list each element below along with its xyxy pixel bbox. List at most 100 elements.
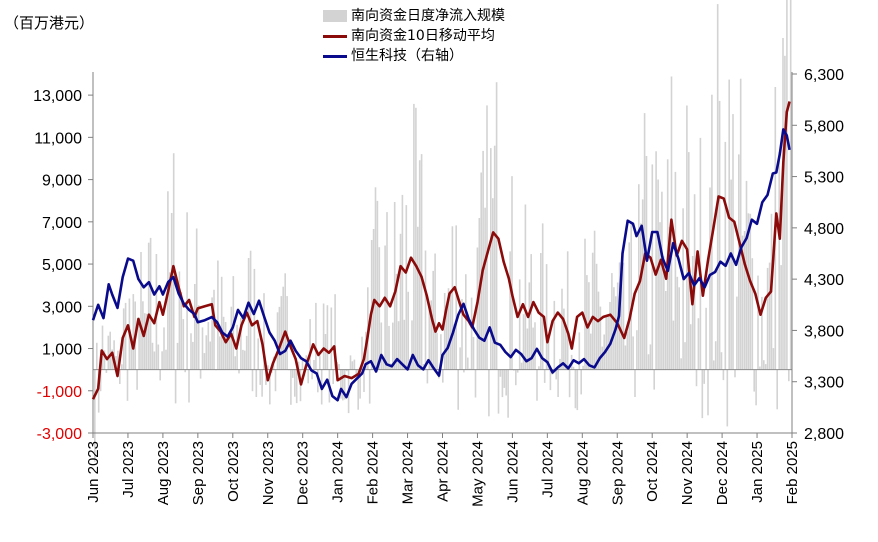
daily-inflow-bar — [720, 352, 723, 370]
daily-inflow-bars — [94, 0, 792, 462]
daily-inflow-bar — [772, 348, 775, 370]
daily-inflow-bar — [418, 160, 421, 370]
daily-inflow-bar — [159, 369, 161, 381]
daily-inflow-bar — [678, 287, 680, 370]
daily-inflow-bar — [395, 273, 398, 370]
legend-swatch-bar — [323, 10, 347, 22]
daily-inflow-bar — [338, 364, 340, 370]
x-tick-label: Jul 2023 — [120, 441, 137, 498]
daily-inflow-bar — [382, 358, 384, 370]
x-tick-label: Jan 2024 — [330, 441, 347, 503]
daily-inflow-bar — [392, 322, 394, 370]
daily-inflow-bar — [384, 245, 386, 370]
daily-inflow-bar — [482, 150, 484, 370]
daily-inflow-bar — [147, 242, 150, 370]
x-tick-label: Nov 2023 — [260, 441, 277, 505]
x-tick-label: Feb 2025 — [784, 441, 801, 504]
x-tick-label: Oct 2023 — [225, 441, 242, 502]
daily-inflow-bar — [768, 262, 771, 370]
daily-inflow-bar — [764, 364, 767, 370]
daily-inflow-bar — [755, 369, 757, 406]
daily-inflow-bar — [413, 103, 415, 370]
daily-inflow-bar — [280, 296, 283, 370]
x-tick-label: Dec 2023 — [295, 441, 312, 505]
daily-inflow-bar — [728, 79, 730, 370]
x-tick-label: Nov 2024 — [679, 441, 696, 505]
daily-inflow-bar — [676, 276, 679, 370]
daily-inflow-bar — [428, 304, 431, 370]
daily-inflow-bar — [126, 369, 129, 401]
daily-inflow-bar — [174, 369, 177, 404]
daily-inflow-bar — [709, 187, 711, 370]
right-tick-label: 5,800 — [804, 118, 844, 135]
daily-inflow-bar — [649, 344, 652, 370]
hstech-line — [91, 128, 791, 402]
x-tick-label: May 2024 — [469, 441, 486, 507]
left-tick-label: 11,000 — [34, 130, 82, 147]
daily-inflow-bar — [495, 82, 498, 370]
right-tick-label: 6,300 — [804, 67, 844, 84]
daily-inflow-bar — [492, 198, 494, 370]
daily-inflow-bar — [295, 369, 298, 404]
daily-inflow-bar — [534, 322, 536, 370]
daily-inflow-bar — [451, 226, 454, 370]
daily-inflow-bar — [226, 338, 229, 370]
daily-inflow-bar — [330, 307, 333, 370]
daily-inflow-bar — [522, 314, 525, 370]
daily-inflow-bar — [238, 369, 240, 374]
daily-inflow-bar — [132, 294, 135, 370]
daily-inflow-bar — [684, 342, 686, 370]
daily-inflow-bar — [361, 336, 363, 370]
daily-inflow-bar — [766, 267, 769, 370]
daily-inflow-bar — [732, 114, 734, 370]
daily-inflow-bar — [459, 347, 461, 370]
daily-inflow-bar — [630, 222, 632, 370]
daily-inflow-bar — [240, 318, 242, 370]
daily-inflow-bar — [359, 369, 361, 399]
legend-item-daily-inflow: 南向资金日度净流入规模 — [323, 6, 505, 26]
daily-inflow-bar — [374, 187, 377, 370]
daily-inflow-bar — [509, 251, 511, 370]
daily-inflow-bar — [301, 359, 304, 370]
daily-inflow-bar — [722, 369, 725, 381]
daily-inflow-bar — [505, 369, 507, 396]
daily-inflow-bar — [595, 263, 598, 370]
daily-inflow-bar — [269, 369, 271, 405]
daily-inflow-bar — [532, 327, 534, 370]
daily-inflow-bar — [641, 199, 644, 370]
daily-inflow-bar — [140, 252, 142, 370]
daily-inflow-bar — [267, 365, 269, 370]
daily-inflow-bar — [713, 360, 715, 370]
x-tick-label: Jun 2024 — [504, 441, 521, 503]
daily-inflow-bar — [255, 369, 258, 397]
daily-inflow-bar — [265, 369, 267, 385]
daily-inflow-bar — [228, 337, 231, 370]
daily-inflow-bar — [563, 308, 565, 370]
daily-inflow-bar — [540, 253, 542, 370]
daily-inflow-bar — [465, 274, 467, 370]
daily-inflow-bar — [447, 288, 450, 370]
daily-inflow-bar — [203, 353, 206, 370]
daily-inflow-bar — [543, 369, 546, 383]
daily-inflow-bar — [536, 369, 538, 401]
daily-inflow-bar — [743, 231, 746, 370]
daily-inflow-bar — [103, 350, 106, 370]
daily-inflow-bar — [486, 105, 488, 370]
daily-inflow-bar — [759, 366, 761, 370]
daily-inflow-bar — [94, 369, 96, 462]
daily-inflow-bar — [470, 297, 473, 370]
daily-inflow-bar — [309, 319, 311, 370]
daily-inflow-bar — [205, 335, 208, 370]
daily-inflow-bar — [351, 361, 354, 370]
daily-inflow-bar — [124, 302, 127, 370]
daily-inflow-bar — [591, 252, 594, 370]
daily-inflow-bar — [401, 194, 404, 370]
daily-inflow-bar — [663, 256, 665, 370]
daily-inflow-bar — [703, 369, 705, 384]
daily-inflow-bar — [199, 369, 202, 379]
daily-inflow-bar — [561, 288, 563, 370]
daily-inflow-bar — [607, 316, 609, 370]
daily-inflow-bar — [313, 360, 315, 370]
daily-inflow-bar — [194, 284, 196, 370]
daily-inflow-bar — [332, 369, 334, 384]
